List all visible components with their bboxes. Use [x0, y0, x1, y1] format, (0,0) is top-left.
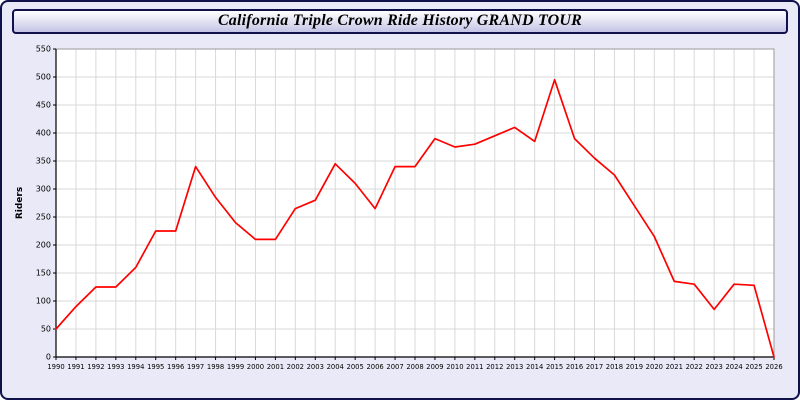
svg-text:2007: 2007	[386, 363, 403, 371]
svg-text:1991: 1991	[67, 363, 84, 371]
y-axis-labels: 0 50 100 150 200 250 300 350 400 450 500 550	[36, 45, 56, 362]
svg-text:150: 150	[36, 269, 51, 278]
svg-text:50: 50	[41, 325, 51, 334]
svg-text:1998: 1998	[207, 363, 224, 371]
svg-text:1999: 1999	[227, 363, 244, 371]
svg-text:2006: 2006	[366, 363, 383, 371]
svg-text:1995: 1995	[147, 363, 164, 371]
gridlines	[55, 48, 775, 358]
svg-text:2008: 2008	[406, 363, 423, 371]
svg-text:2026: 2026	[765, 363, 782, 371]
svg-text:2005: 2005	[347, 363, 364, 371]
svg-text:2014: 2014	[526, 363, 543, 371]
x-axis-labels: 1990 1991 1992 1993 1994 1995 1996 1997 1998 1999…	[47, 357, 783, 371]
chart-area: 0 50 100 150 200 250 300 350 400 450 500 550 1990 199…	[10, 37, 790, 390]
svg-text:2018: 2018	[606, 363, 623, 371]
svg-text:1992: 1992	[87, 363, 104, 371]
svg-text:550: 550	[36, 45, 51, 54]
svg-text:2019: 2019	[626, 363, 643, 371]
svg-text:2002: 2002	[287, 363, 304, 371]
svg-text:2021: 2021	[666, 363, 683, 371]
svg-text:2000: 2000	[247, 363, 264, 371]
svg-text:2010: 2010	[446, 363, 463, 371]
svg-text:450: 450	[36, 101, 51, 110]
svg-text:1990: 1990	[47, 363, 64, 371]
svg-text:2017: 2017	[586, 363, 603, 371]
svg-text:2011: 2011	[466, 363, 483, 371]
svg-text:400: 400	[36, 129, 51, 138]
svg-text:500: 500	[36, 73, 51, 82]
svg-text:2009: 2009	[426, 363, 443, 371]
svg-text:100: 100	[36, 297, 51, 306]
svg-text:200: 200	[36, 241, 51, 250]
svg-text:250: 250	[36, 213, 51, 222]
y-axis-title: Riders	[15, 187, 25, 219]
svg-text:2022: 2022	[686, 363, 703, 371]
svg-text:2013: 2013	[506, 363, 523, 371]
svg-text:350: 350	[36, 157, 51, 166]
svg-text:2012: 2012	[486, 363, 503, 371]
svg-text:2020: 2020	[646, 363, 663, 371]
svg-text:2024: 2024	[725, 363, 742, 371]
svg-text:300: 300	[36, 185, 51, 194]
svg-text:1993: 1993	[107, 363, 124, 371]
svg-text:1997: 1997	[187, 363, 204, 371]
svg-text:2023: 2023	[706, 363, 723, 371]
chart-title-bar: California Triple Crown Ride History GRA…	[12, 9, 788, 34]
svg-text:1994: 1994	[127, 363, 144, 371]
svg-text:2015: 2015	[546, 363, 563, 371]
svg-text:2016: 2016	[566, 363, 583, 371]
riders-series-line	[55, 78, 775, 358]
svg-text:2003: 2003	[307, 363, 324, 371]
svg-text:2004: 2004	[327, 363, 344, 371]
chart-title: California Triple Crown Ride History GRA…	[217, 12, 583, 29]
svg-text:2025: 2025	[745, 363, 762, 371]
svg-text:0: 0	[46, 353, 51, 362]
svg-text:1996: 1996	[167, 363, 184, 371]
svg-text:2001: 2001	[267, 363, 284, 371]
